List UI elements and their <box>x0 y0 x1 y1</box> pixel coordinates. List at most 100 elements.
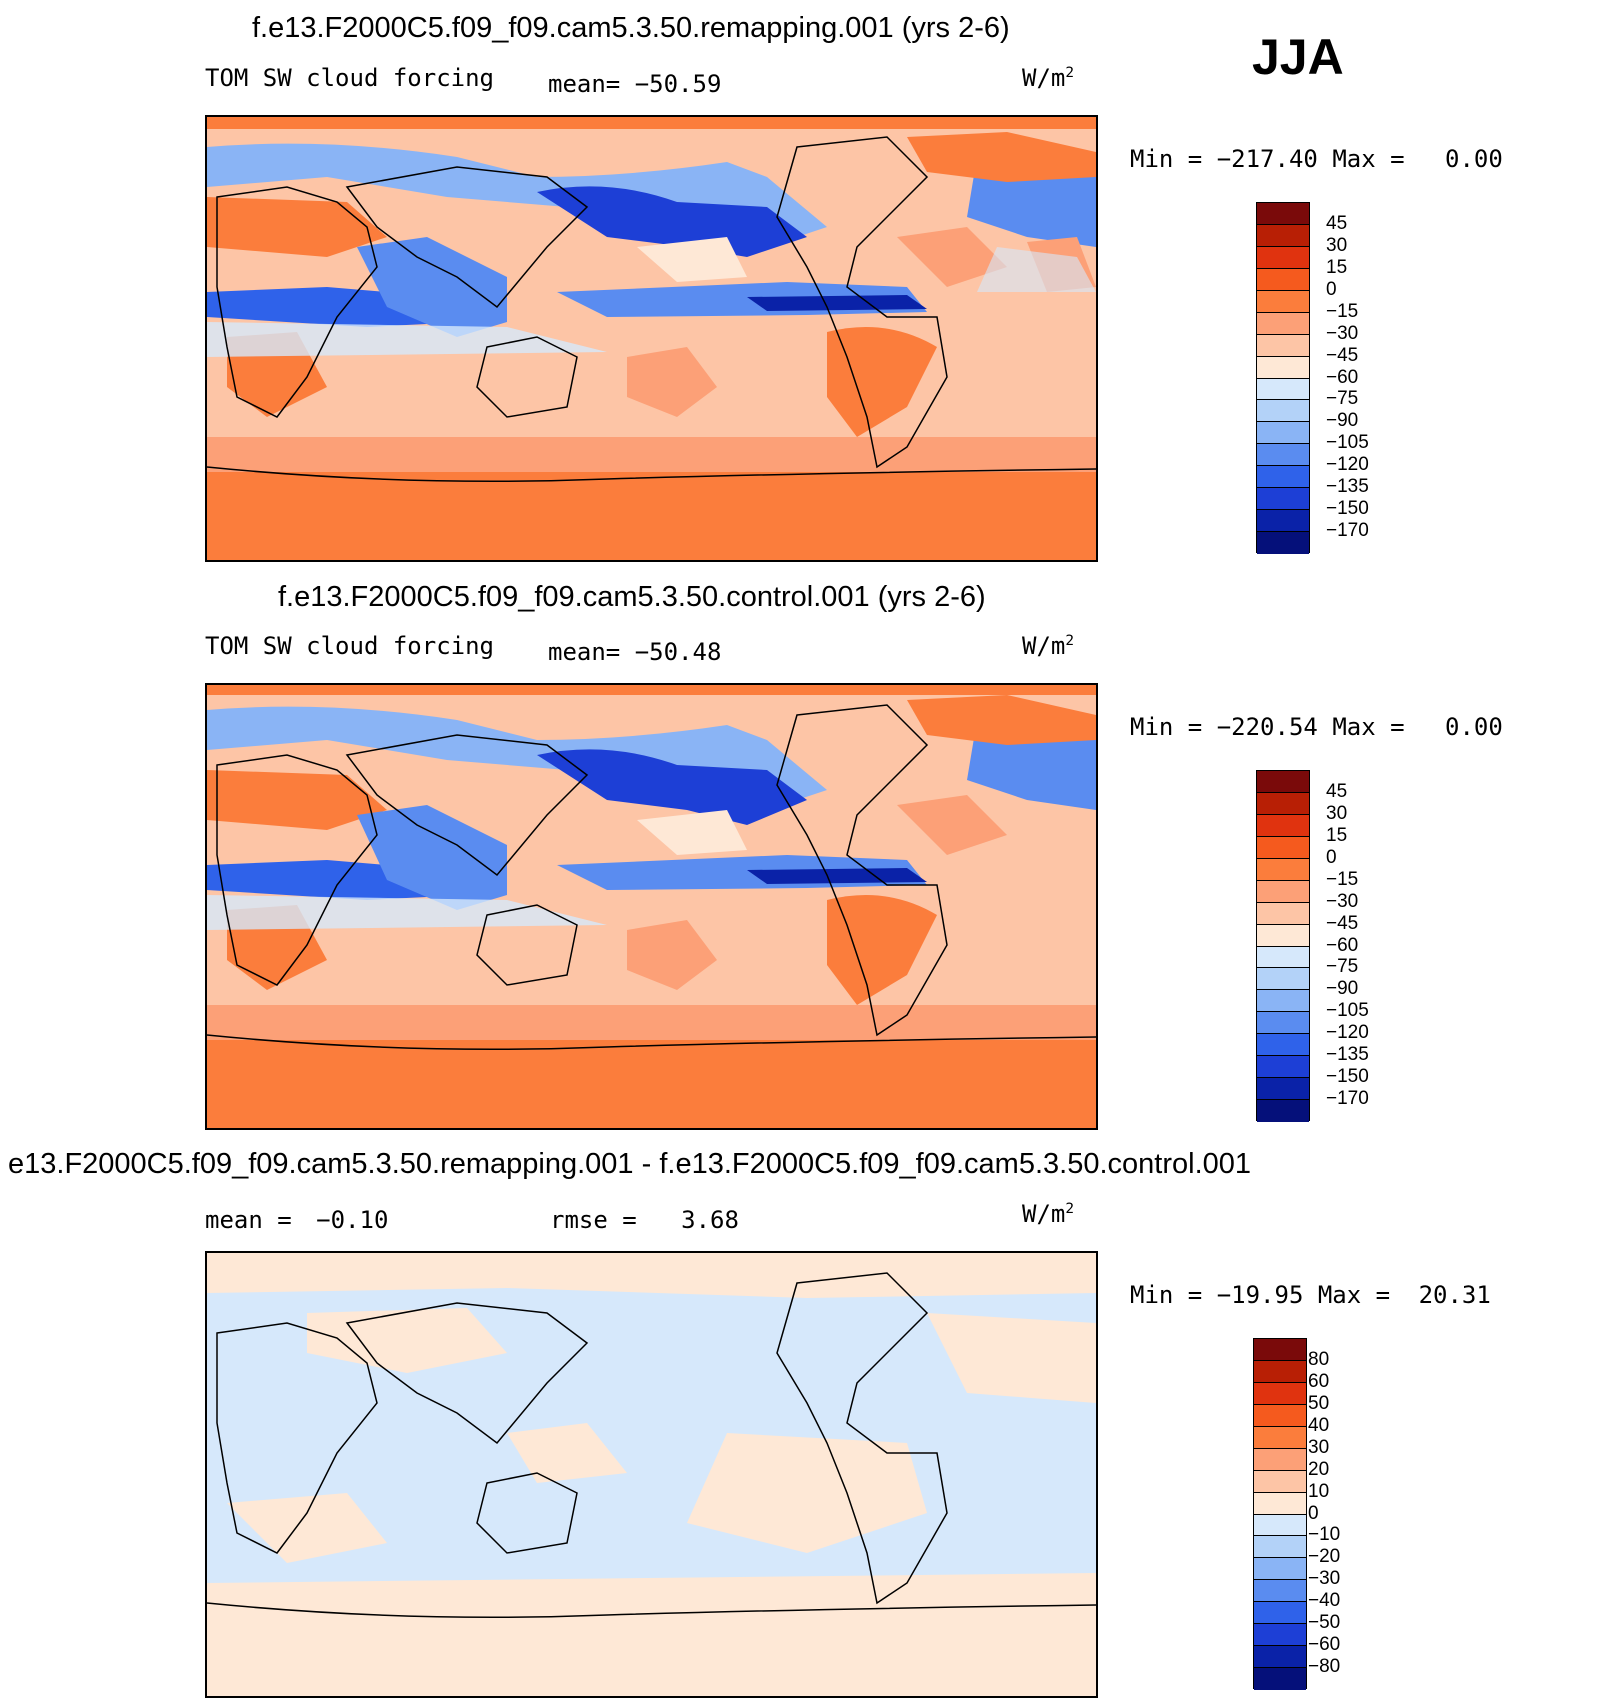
panel-3-rmse-label: rmse = <box>550 1206 652 1234</box>
colorbar-swatch <box>1254 1382 1306 1405</box>
panel-2-variable-label: TOM SW cloud forcing <box>205 632 494 660</box>
panel-1-min-value: −217.40 <box>1216 145 1318 173</box>
colorbar-swatch <box>1257 880 1309 903</box>
panel-1-map-svg <box>207 117 1096 560</box>
colorbar-swatch <box>1257 990 1309 1013</box>
colorbar-swatch <box>1254 1470 1306 1493</box>
colorbar-swatch <box>1254 1536 1306 1559</box>
colorbar-label: −90 <box>1326 410 1359 432</box>
colorbar-label: −80 <box>1308 1656 1341 1678</box>
panel-1-units-sup: 2 <box>1065 65 1075 81</box>
colorbar-swatch <box>1257 814 1309 837</box>
colorbar-label: 30 <box>1308 1436 1330 1458</box>
colorbar-label: −75 <box>1326 956 1359 978</box>
panel-1-mean: mean= −50.59 <box>548 70 721 98</box>
colorbar-swatch <box>1257 1100 1309 1122</box>
colorbar-swatch <box>1254 1426 1306 1449</box>
colorbar-label: −15 <box>1326 300 1359 322</box>
colorbar-label: −50 <box>1308 1612 1341 1634</box>
colorbar-label: −120 <box>1326 454 1369 476</box>
colorbar-swatch <box>1257 771 1309 793</box>
panel-3-colorbar-labels: 80 60 50 40 30 20 10 0 −10 −20 −30 −40 −50 −60 −80 <box>1308 1338 1368 1689</box>
colorbar-label: −40 <box>1308 1590 1341 1612</box>
panel-2-units-sup: 2 <box>1065 633 1075 649</box>
colorbar-swatch <box>1254 1360 1306 1383</box>
panel-3-min-value: −19.95 <box>1216 1281 1304 1309</box>
colorbar-label: −30 <box>1326 890 1359 912</box>
panel-1-colorbar-labels: 45 30 15 0 −15 −30 −45 −60 −75 −90 −105 −120 −135 −15… <box>1326 202 1386 553</box>
colorbar-swatch <box>1257 312 1309 335</box>
colorbar-label: 30 <box>1326 234 1348 256</box>
panel-2-mean-value: −50.48 <box>634 638 722 666</box>
colorbar-label: −10 <box>1308 1524 1341 1546</box>
colorbar-swatch <box>1254 1448 1306 1471</box>
panel-2-map <box>205 683 1098 1130</box>
colorbar-label: −60 <box>1326 934 1359 956</box>
colorbar-label: 10 <box>1308 1480 1330 1502</box>
panel-2-min-label: Min = <box>1130 713 1217 741</box>
colorbar-label: −45 <box>1326 912 1359 934</box>
colorbar-label: −30 <box>1326 322 1359 344</box>
panel-3-max-label: Max = <box>1317 1281 1405 1309</box>
panel-3-rmse-value: 3.68 <box>681 1206 739 1234</box>
colorbar-label: 60 <box>1308 1370 1330 1392</box>
panel-3-mean: mean = −0.10 <box>205 1206 388 1234</box>
panel-3-rmse: rmse = 3.68 <box>550 1206 739 1234</box>
panel-3-minmax: Min = −19.95 Max = 20.31 <box>1130 1281 1491 1309</box>
colorbar-label: −105 <box>1326 432 1369 454</box>
colorbar-swatch <box>1257 968 1309 991</box>
colorbar-swatch <box>1254 1668 1306 1690</box>
panel-3-title: e13.F2000C5.f09_f09.cam5.3.50.remapping.… <box>8 1148 1252 1180</box>
colorbar-label: −20 <box>1308 1546 1341 1568</box>
colorbar-swatch <box>1257 1012 1309 1035</box>
colorbar-swatch <box>1257 466 1309 489</box>
panel-2-colorbar <box>1256 770 1310 1122</box>
panel-2-units: W/m2 <box>1022 632 1074 660</box>
colorbar-swatch <box>1254 1646 1306 1669</box>
panel-1-max-label: Max = <box>1332 145 1420 173</box>
colorbar-label: 15 <box>1326 256 1348 278</box>
panel-1-variable-label: TOM SW cloud forcing <box>205 64 494 92</box>
colorbar-label: 80 <box>1308 1348 1330 1370</box>
panel-3-units: W/m2 <box>1022 1200 1074 1228</box>
panel-1-units-text: W/m <box>1022 64 1066 92</box>
colorbar-swatch <box>1257 334 1309 357</box>
colorbar-swatch <box>1257 400 1309 423</box>
colorbar-swatch <box>1254 1580 1306 1603</box>
panel-1-mean-label: mean= <box>548 70 621 98</box>
colorbar-label: −15 <box>1326 868 1359 890</box>
panel-3-min-label: Min = <box>1130 1281 1217 1309</box>
colorbar-swatch <box>1257 268 1309 291</box>
colorbar-swatch <box>1257 836 1309 859</box>
panel-1-mean-value: −50.59 <box>634 70 722 98</box>
colorbar-label: −150 <box>1326 498 1369 520</box>
colorbar-label: 15 <box>1326 824 1348 846</box>
panel-2-max-value: 0.00 <box>1445 713 1503 741</box>
colorbar-label: 30 <box>1326 802 1348 824</box>
panel-1-units: W/m2 <box>1022 64 1074 92</box>
panel-2-mean: mean= −50.48 <box>548 638 721 666</box>
panel-3-mean-value: −0.10 <box>316 1206 389 1234</box>
panel-3-map <box>205 1251 1098 1698</box>
colorbar-label: 0 <box>1308 1502 1319 1524</box>
colorbar-label: −45 <box>1326 344 1359 366</box>
colorbar-label: 20 <box>1308 1458 1330 1480</box>
colorbar-label: 40 <box>1308 1414 1330 1436</box>
colorbar-swatch <box>1257 378 1309 401</box>
colorbar-swatch <box>1257 422 1309 445</box>
panel-1-colorbar <box>1256 202 1310 554</box>
colorbar-swatch <box>1254 1624 1306 1647</box>
colorbar-swatch <box>1257 1056 1309 1079</box>
colorbar-label: −150 <box>1326 1066 1369 1088</box>
panel-3-max-value: 20.31 <box>1418 1281 1491 1309</box>
panel-1-max-value: 0.00 <box>1445 145 1503 173</box>
colorbar-swatch <box>1254 1492 1306 1515</box>
colorbar-label: 0 <box>1326 846 1337 868</box>
colorbar-label: −30 <box>1308 1568 1341 1590</box>
panel-2-colorbar-labels: 45 30 15 0 −15 −30 −45 −60 −75 −90 −105 −120 −135 −15… <box>1326 770 1386 1121</box>
colorbar-label: −135 <box>1326 476 1369 498</box>
colorbar-swatch <box>1254 1558 1306 1581</box>
colorbar-swatch <box>1257 924 1309 947</box>
panel-1-map <box>205 115 1098 562</box>
colorbar-label: 45 <box>1326 780 1348 802</box>
